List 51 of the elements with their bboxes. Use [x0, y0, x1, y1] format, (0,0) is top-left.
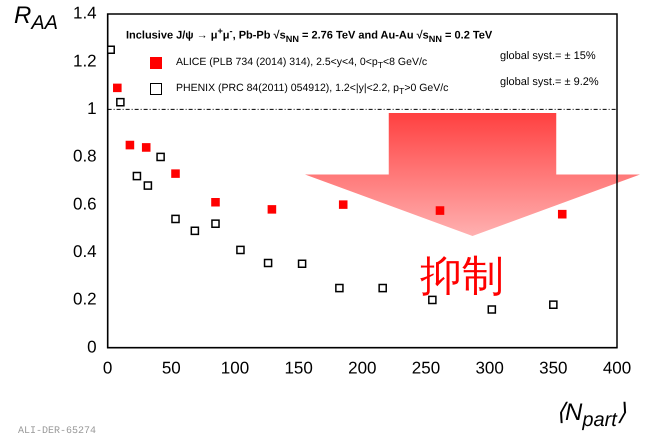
- y-tick-label: 0.8: [72, 146, 97, 166]
- point: [190, 226, 200, 236]
- y-tick-label: 0.2: [72, 290, 97, 309]
- point: [108, 45, 115, 54]
- point: [144, 181, 152, 190]
- y-tick-label: 0.4: [72, 242, 97, 261]
- point: [211, 198, 220, 207]
- legend-label: PHENIX (PRC 84(2011) 054912), 1.2<|y|<2.2, p$_{T}$>0 GeV/c: [176, 82, 448, 96]
- point: [264, 258, 272, 268]
- point: [335, 284, 344, 292]
- text: ALI-DER-65274: [18, 426, 96, 437]
- point: [142, 143, 151, 152]
- point: [126, 140, 134, 150]
- text: Inclusive J/ψ → μ$^{+}$μ$^{-}$, Pb-Pb √s$_{NN}$ = 2.76 TeV and Au-Au √s$_{NN}$ = 0.2 TeV: [126, 26, 492, 44]
- x-tick-label: 100: [220, 358, 250, 378]
- y-tick-label: 1.4: [72, 4, 97, 23]
- x-tick-label: 50: [162, 358, 181, 378]
- legend-label: ALICE (PLB 734 (2014) 314), 2.5<y<4, 0<p$_{T}$<8 GeV/c: [176, 56, 428, 70]
- point: [338, 200, 348, 209]
- point: [132, 172, 142, 180]
- point: [113, 84, 122, 92]
- x-tick-label: 400: [602, 358, 632, 378]
- point: [268, 205, 276, 214]
- y-tick-label: 0: [87, 337, 97, 356]
- x-tick-label: 250: [412, 358, 440, 378]
- point: [378, 284, 387, 292]
- x-axis-title: ⟨N$_{part}$⟩: [556, 398, 626, 432]
- point: [549, 300, 558, 309]
- x-tick-label: 300: [475, 358, 504, 378]
- point: [488, 305, 496, 314]
- annotation: global syst.= ± 9.2%: [500, 76, 599, 88]
- annotation: global syst.= ± 15%: [500, 50, 596, 62]
- x-tick-label: 0: [102, 358, 112, 378]
- point: [428, 296, 437, 304]
- annotation: 抑制: [420, 250, 504, 302]
- point: [436, 206, 444, 215]
- point: [236, 246, 245, 254]
- point: [298, 259, 306, 268]
- x-tick-label: 200: [348, 358, 377, 378]
- x-tick-label: 150: [284, 358, 313, 378]
- y-tick-label: 0.6: [72, 194, 97, 214]
- point: [171, 214, 180, 224]
- point: [211, 219, 220, 228]
- y-axis-title: R$_{AA}$: [14, 2, 58, 35]
- y-tick-label: 1: [87, 99, 97, 118]
- point: [156, 152, 165, 162]
- point: [116, 98, 125, 106]
- x-tick-label: 350: [539, 358, 568, 378]
- point: [171, 169, 180, 178]
- point: [558, 210, 567, 218]
- y-tick-label: 1.2: [72, 51, 97, 70]
